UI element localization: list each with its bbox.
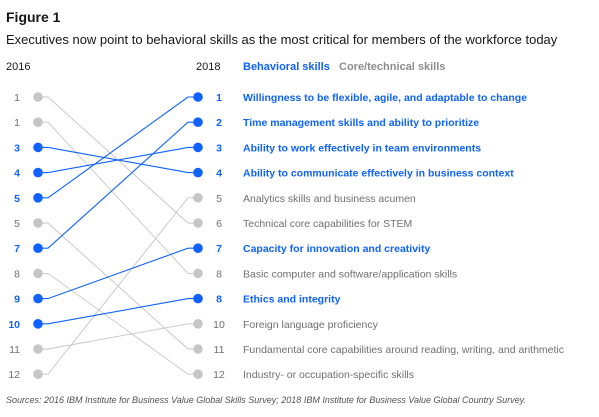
rank-2016-label: 1 [14,92,20,104]
rank-2018-dot [193,142,203,153]
skill-label: Foreign language proficiency [243,319,379,331]
legend-core-technical: Core/technical skills [339,61,446,73]
rank-2016-dot [33,193,43,203]
rank-2018-dot [193,268,203,279]
rank-2018-dot [193,92,203,102]
skill-label: Ethics and integrity [243,294,341,306]
year-2018-header: 2018 [196,61,221,73]
rank-2016-label: 8 [14,268,20,280]
rank-2016-dot [33,243,43,253]
rank-2016-dot [33,344,43,354]
connector-lines [38,96,198,375]
connector-line-8 [38,121,198,274]
rank-2018-label: 3 [216,142,222,154]
rank-2016-label: 5 [14,193,20,205]
connector-line-10 [38,323,198,350]
skill-label: Ability to work effectively in team envi… [243,142,481,154]
rank-2018-label: 8 [216,294,222,306]
rank-2016-dot [33,293,43,304]
rank-2016-label: 5 [14,218,20,230]
rank-2018-dot [193,369,203,380]
rank-2016-label: 12 [8,369,20,381]
rank-2016-label: 7 [14,243,20,255]
rank-2016-dot [33,117,43,127]
rank-2016-label: 9 [14,294,20,306]
rank-2018-label: 5 [216,193,222,205]
rank-2018-dot [193,243,203,253]
rank-2018-label: 4 [216,168,222,180]
rank-2018-dot [193,319,203,329]
rank-2016-dot [33,319,43,329]
rank-2016-dot [33,92,43,102]
rank-2016-label: 10 [8,319,20,331]
rank-2018-dot [193,218,203,228]
rank-2016-label: 3 [14,142,20,154]
rank-2018-label: 6 [216,218,222,230]
skill-label: Time management skills and ability to pr… [243,117,479,129]
connector-line-2 [38,121,198,249]
rank-2018-label: 11 [214,344,225,356]
skill-label: Industry- or occupation-specific skills [243,369,414,381]
connector-line-7 [38,247,198,300]
rank-2018-label: 1 [216,92,222,104]
legend-behavioral: Behavioral skills [243,61,330,73]
rank-2018-label: 2 [216,117,222,129]
rank-2018-dot [193,193,203,203]
skill-label: Willingness to be flexible, agile, and a… [243,92,527,104]
rank-2016-dot [33,167,43,178]
rank-2018-label: 12 [213,369,225,381]
rank-2018-label: 7 [216,243,222,255]
connector-line-9 [38,298,198,325]
connector-line-1 [38,96,198,199]
year-2016-header: 2016 [6,61,31,73]
rank-2016-dot [33,369,43,380]
rank-2016-dot [33,268,43,279]
rank-2016-dot [33,142,43,153]
rank-2018-dot [193,117,203,127]
connector-line-11 [38,222,198,350]
skill-label: Basic computer and software/application … [243,268,457,280]
skill-label: Analytics skills and business acumen [243,193,416,205]
rank-2018-dot [193,167,203,178]
right-rank-column: 1 Willingness to be flexible, agile, and … [193,92,564,381]
rank-2018-dot [193,344,203,354]
skill-label: Capacity for innovation and creativity [243,243,430,255]
rank-2016-label: 4 [14,168,20,180]
rank-2018-dot [193,293,203,304]
skill-label: Ability to communicate effectively in bu… [243,168,514,180]
figure-label: Figure 1 [6,9,61,25]
chart-title: Executives now point to behavioral skill… [6,32,558,47]
skill-label: Technical core capabilities for STEM [243,218,412,230]
skill-label: Fundamental core capabilities around rea… [243,344,564,356]
rank-2016-dot [33,218,43,228]
rank-2016-label: 11 [9,344,20,356]
source-note: Sources: 2016 IBM Institute for Business… [6,395,526,405]
rank-2016-label: 1 [14,117,20,129]
rank-2018-label: 10 [213,319,225,331]
connector-line-4 [38,146,198,174]
rank-2018-label: 8 [216,268,222,280]
connector-line-12 [38,272,198,375]
